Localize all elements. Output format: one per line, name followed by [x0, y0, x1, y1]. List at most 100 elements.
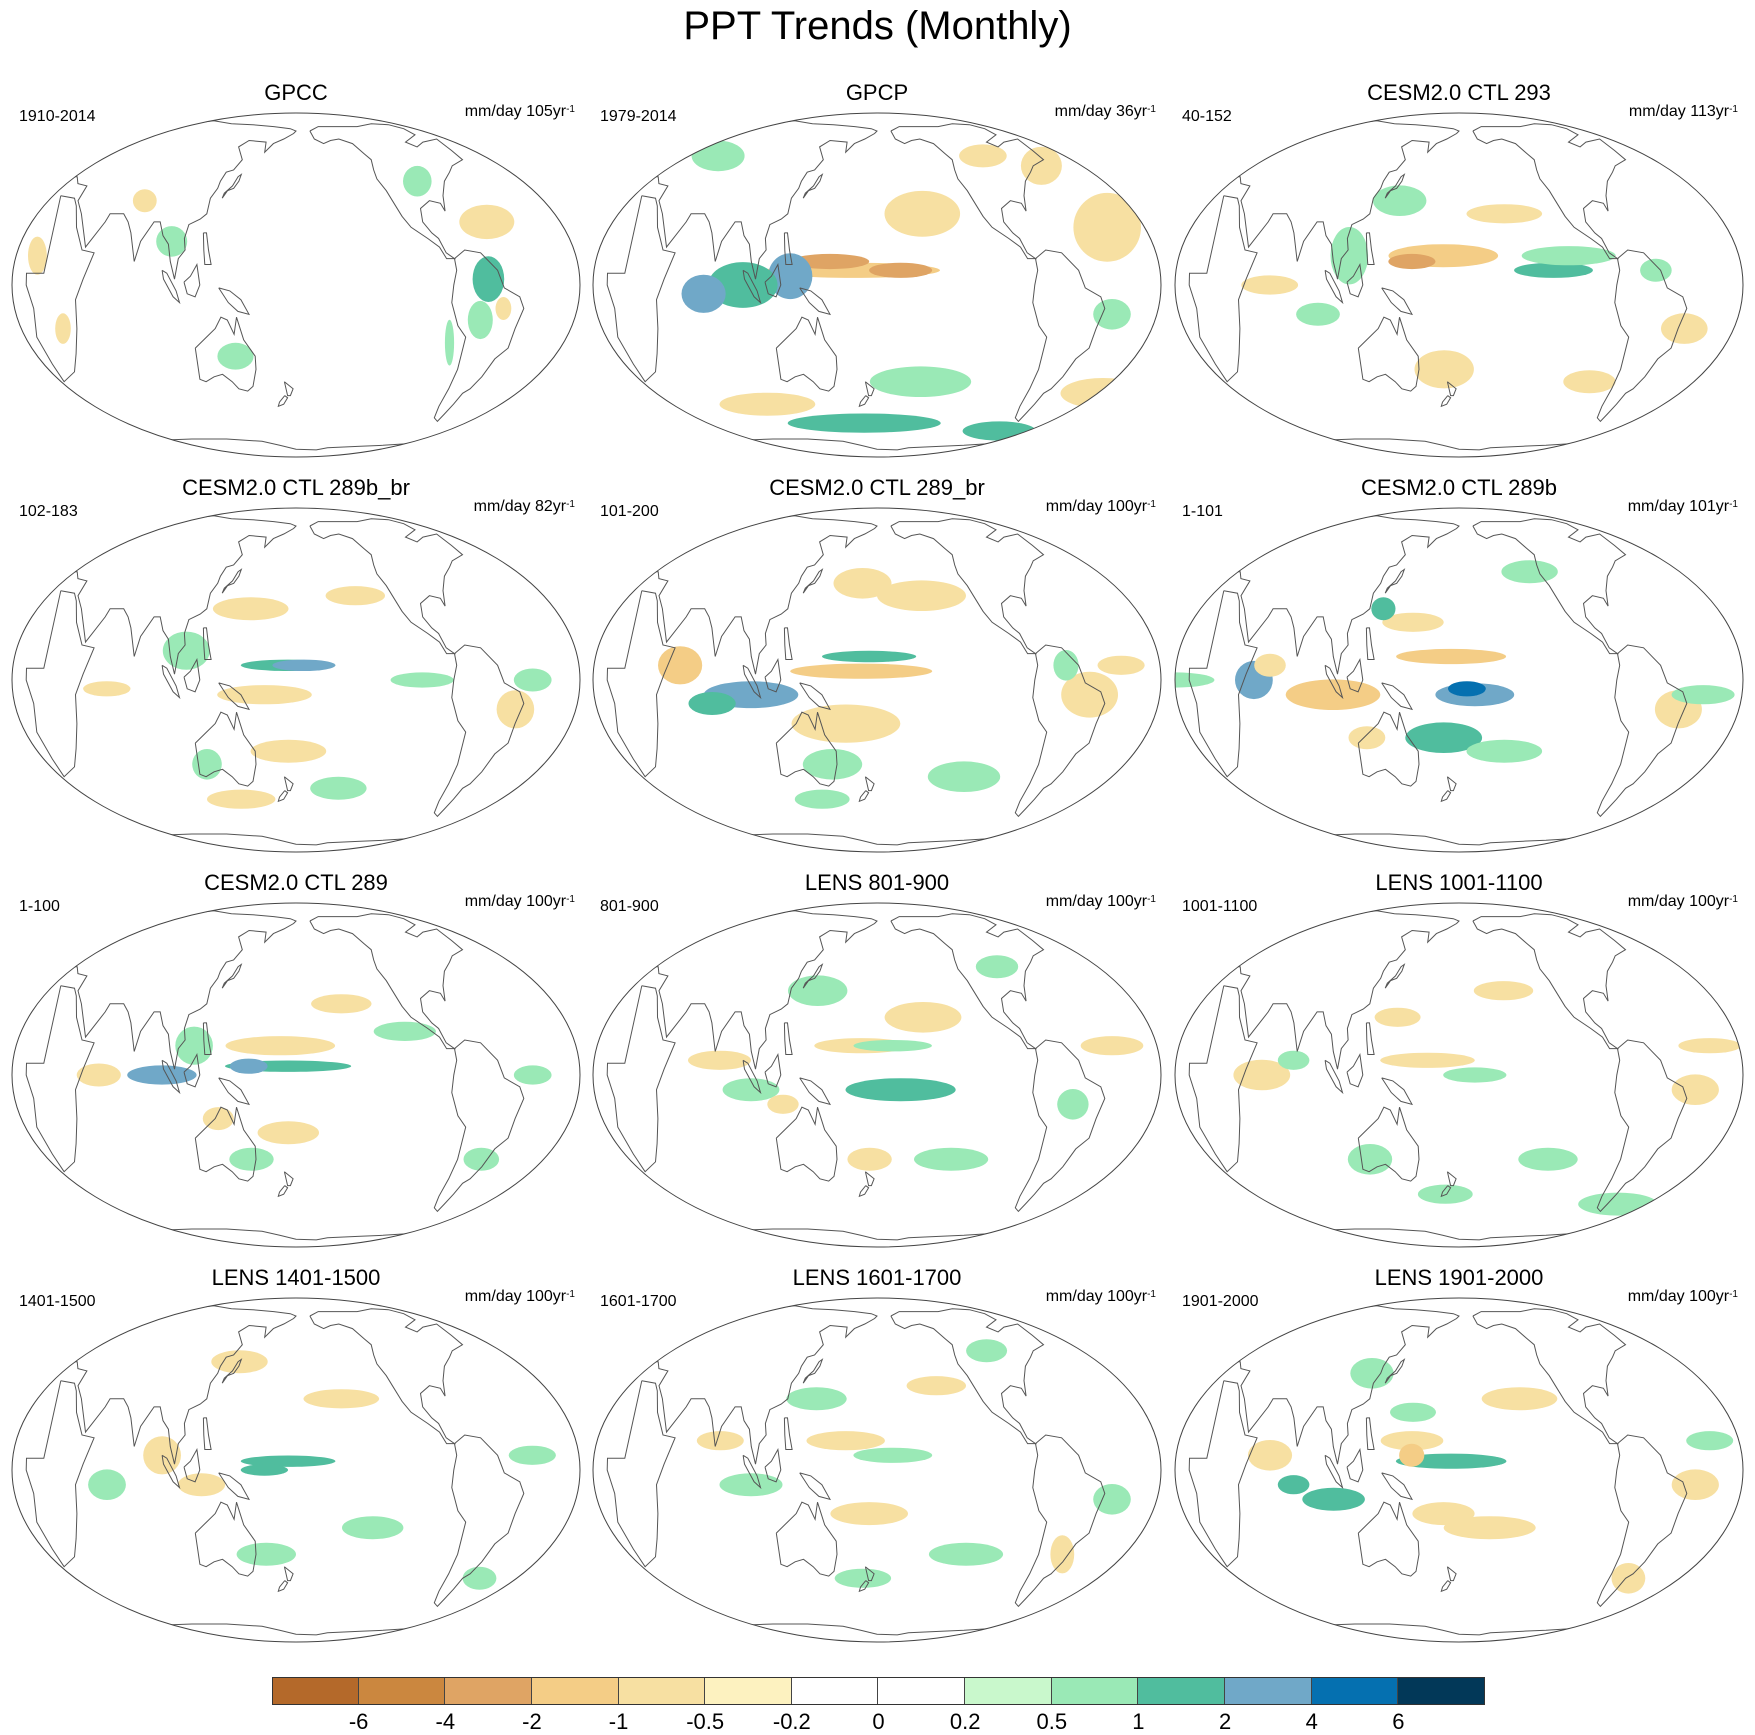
trend-contour — [88, 1469, 126, 1500]
trend-contour — [1521, 246, 1616, 266]
coastline — [194, 711, 257, 787]
panel-period-label: 1-100 — [19, 898, 60, 915]
coastline — [1596, 1434, 1688, 1608]
coastline — [1472, 123, 1627, 260]
trend-contour — [390, 672, 454, 688]
coastline — [1346, 657, 1364, 693]
coastline — [606, 195, 676, 383]
map-panel: CESM2.0 CTL 289b_br 102-183 mm/day 82yr-1 — [9, 475, 583, 870]
coastline — [606, 590, 676, 778]
trend-contour — [1563, 370, 1616, 394]
trend-contour — [691, 140, 745, 172]
map-projection — [1174, 507, 1744, 853]
coastline — [649, 910, 878, 1070]
trend-contour — [719, 1473, 783, 1497]
coastline — [1446, 1171, 1457, 1187]
trend-contour — [250, 739, 327, 763]
trend-contour — [143, 1436, 182, 1475]
coastline — [1472, 913, 1627, 1050]
coastline — [783, 1417, 793, 1450]
map-panel: LENS 1901-2000 1901-2000 mm/day 100yr-1 — [1172, 1265, 1746, 1660]
colorbar-segment — [1051, 1677, 1139, 1705]
trend-contour — [1671, 1074, 1719, 1105]
coastline — [764, 262, 782, 298]
trend-contour — [311, 994, 372, 1014]
trend-contour — [1374, 1007, 1421, 1027]
colorbar-tick-label: -0.2 — [772, 1709, 811, 1734]
coastline — [864, 381, 875, 397]
trend-contour — [459, 204, 515, 240]
trend-contour — [1175, 672, 1215, 688]
trend-contour — [1473, 981, 1534, 1001]
trend-contour — [962, 421, 1036, 441]
trend-contour — [1296, 302, 1340, 326]
panel-units-label: mm/day 101yr-1 — [1627, 498, 1738, 515]
trend-contour — [236, 1542, 296, 1566]
trend-contour — [802, 749, 863, 780]
coastline — [25, 195, 95, 383]
map-boundary — [1174, 507, 1744, 853]
colorbar-tick-label: -0.5 — [686, 1709, 725, 1734]
trend-contour — [462, 1566, 497, 1590]
trend-contour — [467, 300, 493, 340]
coastline — [1381, 287, 1414, 316]
map-boundary — [592, 112, 1162, 458]
coastline — [1446, 1566, 1457, 1582]
coastline — [1346, 1447, 1364, 1483]
coastline — [1357, 1106, 1420, 1182]
coastline — [742, 269, 762, 305]
coastline — [799, 287, 832, 316]
trend-contour — [1233, 1059, 1291, 1091]
map-panel: LENS 801-900 801-900 mm/day 100yr-1 — [590, 870, 1164, 1265]
trend-contour — [55, 313, 71, 344]
map-projection — [11, 1297, 581, 1643]
coastline — [1014, 1039, 1106, 1213]
trend-contour — [513, 668, 552, 692]
panel-period-label: 1001-1100 — [1182, 898, 1258, 915]
panel-period-label: 1-101 — [1182, 503, 1223, 520]
map-boundary — [1174, 1297, 1744, 1643]
coastline — [68, 515, 297, 675]
trend-contour — [496, 690, 535, 729]
trend-contour — [325, 586, 385, 606]
coastline — [221, 568, 243, 594]
panel-title: LENS 801-900 — [804, 870, 950, 895]
trend-contour — [1448, 681, 1486, 697]
trend-contour — [1686, 1431, 1734, 1451]
map-panel: CESM2.0 CTL 289 1-100 mm/day 100yr-1 — [9, 870, 583, 1265]
coastline — [433, 249, 525, 423]
panel-units-label: mm/day 100yr-1 — [1627, 1288, 1738, 1305]
trend-contour — [207, 789, 276, 809]
coastline — [1188, 985, 1258, 1173]
coastline — [1365, 1417, 1375, 1450]
trend-contour — [788, 975, 848, 1006]
coastline — [890, 1308, 1045, 1445]
trend-contour — [28, 236, 47, 275]
coastline — [221, 173, 243, 199]
coastline — [283, 776, 294, 792]
trend-contour — [229, 1058, 268, 1074]
coastline — [433, 1434, 525, 1608]
coastline — [68, 120, 297, 280]
trend-contour — [1097, 655, 1145, 675]
colorbar-segment — [445, 1677, 532, 1705]
panel-units-label: mm/day 100yr-1 — [464, 1288, 575, 1305]
colorbar-segment — [272, 1677, 359, 1705]
trend-contour — [240, 1464, 289, 1476]
coastline — [218, 1077, 251, 1106]
trend-contour — [177, 1473, 226, 1497]
trend-contour — [1050, 1535, 1075, 1574]
trend-contour — [1640, 258, 1672, 282]
trend-contour — [884, 1002, 962, 1033]
coastline — [25, 590, 95, 778]
coastline — [1596, 644, 1688, 818]
trend-contour — [1057, 1089, 1089, 1120]
trend-contour — [696, 1431, 744, 1451]
panel-units-label: mm/day 113yr-1 — [1628, 103, 1738, 120]
coastline — [783, 1022, 793, 1055]
coastline — [649, 515, 878, 675]
trend-contour — [1373, 185, 1427, 216]
trend-contour — [217, 685, 312, 705]
coastline — [775, 1106, 838, 1182]
panel-title: CESM2.0 CTL 289 — [204, 870, 388, 895]
